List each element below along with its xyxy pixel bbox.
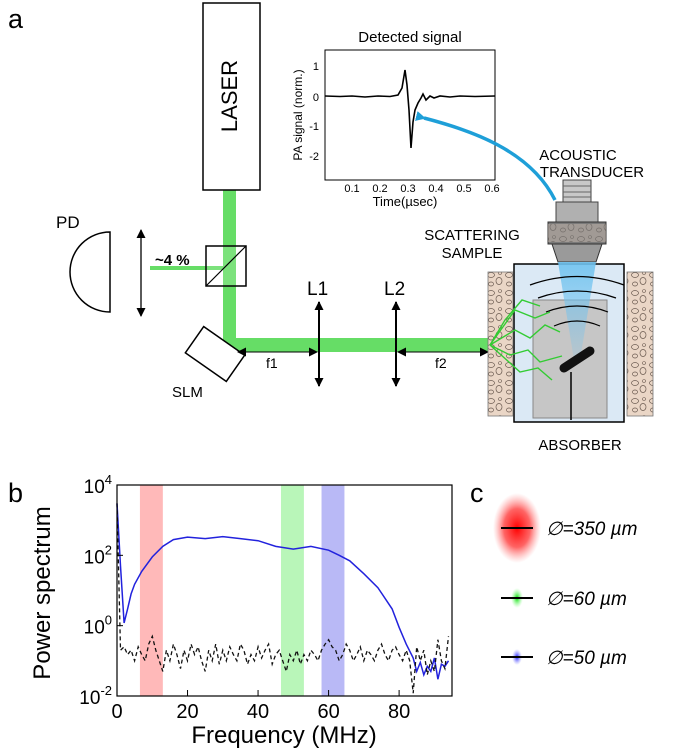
power-spectrum-chart: 0 20 40 60 80 104 102 100 10-2 <box>79 472 453 723</box>
inset-y-ticks: 1 0 -1 -2 <box>309 61 319 163</box>
acoustic-wavefronts <box>529 275 625 327</box>
svg-text:0.3: 0.3 <box>400 183 415 195</box>
x-tick-label-2: 40 <box>247 701 269 723</box>
sample-label-line1: SCATTERING <box>424 227 520 244</box>
svg-text:0.6: 0.6 <box>484 183 499 195</box>
legend-item-350um: ∅=350 µm <box>493 493 637 563</box>
x-tick-label-0: 0 <box>111 701 122 723</box>
svg-text:0.4: 0.4 <box>428 183 443 195</box>
inset-title: Detected signal <box>358 29 461 46</box>
signal-arrow <box>414 111 557 201</box>
spectrum-series-0 <box>116 503 450 680</box>
inset-xlabel: Time(µsec) <box>373 194 438 209</box>
chart-frame <box>116 484 453 697</box>
beam-splitter <box>205 245 247 287</box>
split-ratio-label: ~4 % <box>155 252 190 269</box>
signal-inset: Detected signal 1 0 -1 -2 0.1 0.2 0.3 0.… <box>291 29 500 209</box>
lens-l1-label: L1 <box>307 279 328 300</box>
scattering-tissue-right <box>626 271 654 417</box>
f1-label: f1 <box>266 355 278 371</box>
svg-text:0: 0 <box>313 92 319 104</box>
x-tick-label-1: 20 <box>176 701 198 723</box>
pd-label: PD <box>56 213 80 232</box>
lens-l2-label: L2 <box>384 279 405 300</box>
frequency-band-2 <box>321 485 345 696</box>
chart-ylabel: Power spectrum <box>29 506 56 679</box>
svg-text:0.2: 0.2 <box>372 183 387 195</box>
svg-text:0.5: 0.5 <box>456 183 471 195</box>
inset-x-ticks: 0.1 0.2 0.3 0.4 0.5 0.6 <box>344 183 499 195</box>
panel-label-c: c <box>470 478 484 508</box>
svg-text:-1: -1 <box>309 121 319 133</box>
frequency-band-1 <box>280 485 304 696</box>
acoustic-transducer <box>547 179 607 263</box>
absorber <box>559 346 595 420</box>
laser-box: LASER <box>202 2 261 191</box>
y-tick-label-0: 104 <box>84 472 112 498</box>
svg-text:-2: -2 <box>309 151 319 163</box>
svg-text:0.1: 0.1 <box>344 183 359 195</box>
photodiode: PD <box>56 213 111 313</box>
chart-xlabel: Frequency (MHz) <box>191 722 376 749</box>
scattered-light <box>489 299 563 381</box>
transducer-label-line1: ACOUSTIC <box>539 147 617 164</box>
y-tick-label-3: 10-2 <box>79 683 112 709</box>
spectrum-series-1 <box>116 503 450 694</box>
svg-text:1: 1 <box>313 61 319 73</box>
legend-item-60um: ∅=60 µm <box>501 588 627 610</box>
y-tick-label-2: 100 <box>84 613 112 639</box>
svg-text:∅=350 µm: ∅=350 µm <box>546 519 637 540</box>
f2-label: f2 <box>435 355 447 371</box>
panel-label-b: b <box>8 478 23 508</box>
panel-label-a: a <box>8 4 24 34</box>
slm <box>184 325 246 383</box>
x-tick-label-4: 80 <box>388 701 410 723</box>
svg-text:∅=50 µm: ∅=50 µm <box>546 648 627 669</box>
absorber-label: ABSORBER <box>538 437 622 454</box>
inset-signal-trace <box>324 69 496 149</box>
svg-text:∅=60 µm: ∅=60 µm <box>546 589 627 610</box>
x-tick-label-3: 60 <box>317 701 339 723</box>
laser-beam <box>150 190 492 354</box>
legend-item-50um: ∅=50 µm <box>501 648 627 669</box>
sample-label-line2: SAMPLE <box>442 245 503 262</box>
acoustic-focus-cone <box>558 262 596 360</box>
y-tick-label-1: 102 <box>84 542 112 568</box>
inset-ylabel: PA signal (norm.) <box>291 69 305 160</box>
transducer-label-line2: TRANSDUCER <box>540 164 644 181</box>
slm-label: SLM <box>172 384 203 401</box>
laser-label: LASER <box>217 60 242 132</box>
frequency-band-0 <box>139 485 163 696</box>
